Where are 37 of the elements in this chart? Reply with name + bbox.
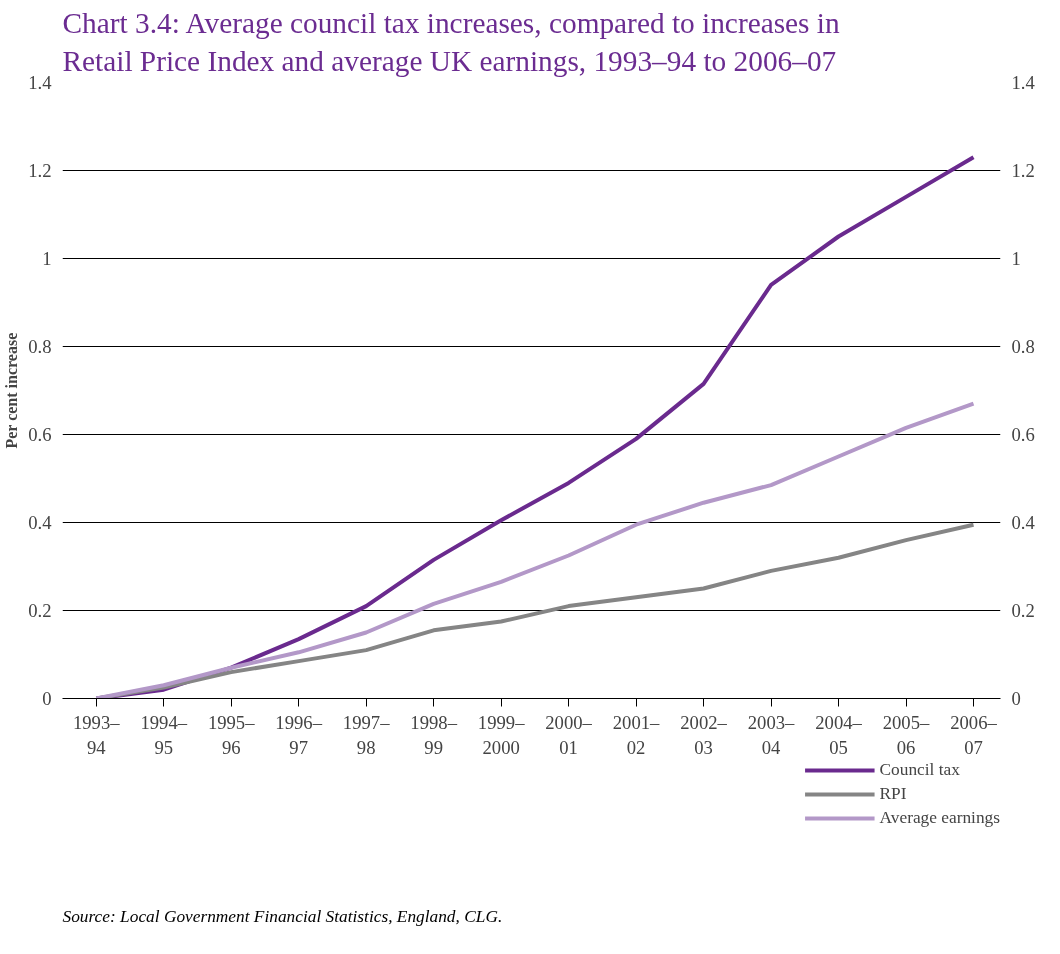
y2-tick-label: 1.4 [1011, 72, 1036, 93]
x-tick-label: 2002–03 [680, 711, 728, 758]
x-tick-label: 1999–2000 [477, 711, 526, 758]
y-tick-label: 1 [42, 248, 52, 269]
source-note: Source: Local Government Financial Statistics, England, CLG. [62, 906, 503, 926]
x-tick-label: 2004–05 [815, 711, 863, 758]
legend-label: Council tax [879, 760, 960, 780]
y-tick-label: 0.2 [28, 600, 52, 621]
x-tick-label: 2001–02 [612, 711, 661, 758]
y-tick-label: 0.6 [28, 424, 52, 445]
y2-tick-label: 0.8 [1011, 336, 1035, 357]
chart-title: Chart 3.4: Average council tax increases, compared to increases in Retail Price Index and average UK earnings, 1993–94 to 2006–07 [62, 7, 840, 78]
x-tick-label: 2000–01 [545, 711, 593, 758]
y-tick-label: 1.4 [28, 72, 53, 93]
x-tick-label: 2006–07 [950, 711, 998, 758]
y2-tick-label: 0.4 [1011, 512, 1036, 533]
y2-tick-label: 0.6 [1011, 424, 1035, 445]
y-axis-title: Per cent increase [3, 332, 21, 449]
x-tick-label: 1997–98 [342, 711, 391, 758]
x-tick-label: 1994–95 [140, 711, 188, 758]
y-tick-label: 1.2 [28, 160, 52, 181]
x-tick-label: 2003–04 [747, 711, 796, 758]
legend-label: Average earnings [879, 808, 1000, 828]
x-tick-label: 2005–06 [882, 711, 931, 758]
legend-label: RPI [879, 784, 907, 804]
y-tick-label: 0.8 [28, 336, 52, 357]
y2-tick-label: 1.2 [1011, 160, 1035, 181]
y2-tick-label: 1 [1011, 248, 1021, 269]
x-tick-label: 1995–96 [207, 711, 256, 758]
y-tick-label: 0.4 [28, 512, 53, 533]
x-tick-label: 1993–94 [72, 711, 121, 758]
x-tick-label: 1996–97 [275, 711, 323, 758]
y2-tick-label: 0 [1011, 688, 1021, 709]
x-tick-label: 1998–99 [410, 711, 458, 758]
y2-tick-label: 0.2 [1011, 600, 1035, 621]
line-series [94, 401, 976, 699]
y-tick-label: 0 [42, 688, 52, 709]
